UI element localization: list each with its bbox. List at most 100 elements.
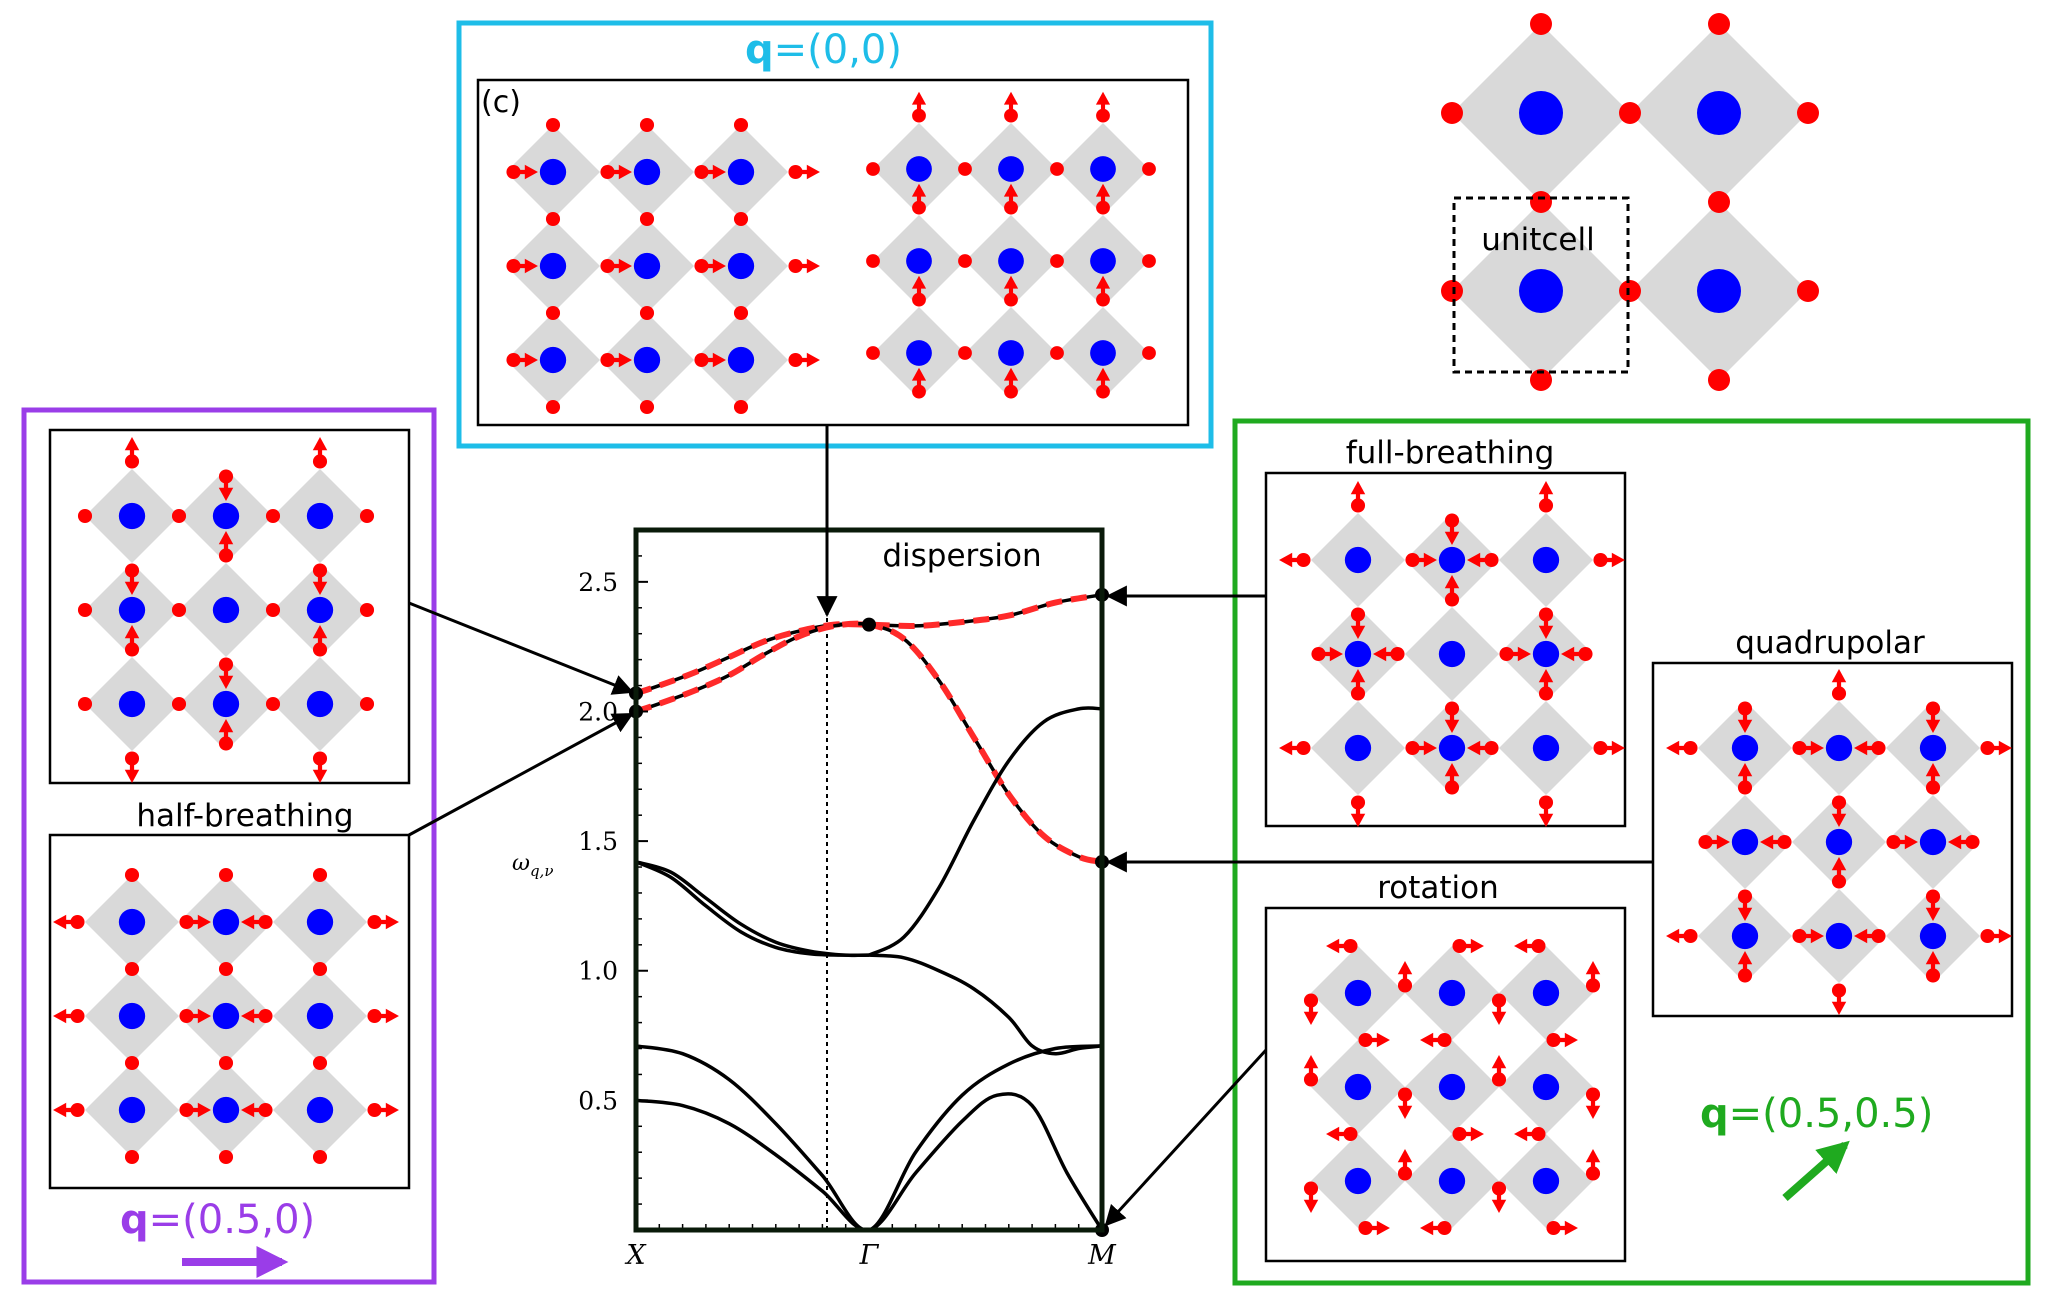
- oxygen-atom: [1004, 292, 1018, 307]
- metal-atom: [998, 248, 1024, 274]
- oxygen-atom: [171, 602, 187, 618]
- q00-title: q=(0,0): [745, 27, 902, 73]
- metal-atom: [633, 252, 661, 280]
- metal-atom: [1519, 91, 1563, 135]
- oxygen-atom: [1792, 928, 1807, 944]
- metal-atom: [306, 502, 334, 530]
- metal-atom: [118, 908, 146, 936]
- displacement-arrowhead: [1760, 834, 1774, 850]
- oxygen-atom: [1593, 740, 1608, 756]
- oxygen-atom: [1142, 346, 1156, 360]
- half-breathing-top-panel: [48, 428, 411, 785]
- oxygen-atom: [1683, 928, 1698, 944]
- oxygen-atom: [312, 1149, 328, 1165]
- half-breathing-bottom-panel: [48, 833, 411, 1190]
- band-line: [635, 860, 1103, 1056]
- displacement-arrowhead: [1350, 625, 1366, 639]
- metal-atom: [1532, 546, 1560, 574]
- metal-atom: [1344, 979, 1372, 1007]
- oxygen-atom: [1708, 191, 1730, 213]
- displacement-arrowhead: [1376, 1220, 1390, 1236]
- band-marker: [862, 617, 876, 632]
- oxygen-atom: [1777, 834, 1792, 850]
- oxygen-atom: [1797, 280, 1819, 302]
- metal-atom: [539, 252, 567, 280]
- metal-atom: [1090, 340, 1116, 366]
- oxygen-atom: [359, 696, 375, 712]
- metal-atom: [1731, 734, 1759, 762]
- displacement-arrowhead: [1326, 1126, 1340, 1142]
- displacement-arrowhead: [1737, 763, 1753, 777]
- oxygen-atom: [218, 961, 234, 977]
- displacement-arrowhead: [1716, 834, 1730, 850]
- oxygen-atom: [1004, 108, 1018, 123]
- y-axis-ticks: 0.5 1.0 1.5 2.0 2.5: [578, 555, 1080, 1230]
- oxygen-atom: [639, 399, 655, 415]
- displacement-arrowhead: [124, 581, 140, 595]
- metal-atom: [306, 690, 334, 718]
- oxygen-atom: [367, 1102, 382, 1118]
- metal-atom: [1438, 734, 1466, 762]
- metal-atom: [1438, 1073, 1466, 1101]
- displacement-arrowhead: [1470, 1126, 1484, 1142]
- oxygen-atom: [124, 961, 140, 977]
- metal-atom: [539, 158, 567, 186]
- oxygen-atom: [1538, 686, 1554, 701]
- oxygen-atom: [312, 961, 328, 977]
- displacement-arrowhead: [1737, 907, 1753, 921]
- oxygen-atom: [70, 1102, 85, 1118]
- displacement-arrowhead: [1003, 91, 1019, 105]
- displacement-arrowhead: [1003, 183, 1019, 197]
- metal-atom: [1532, 734, 1560, 762]
- oxygen-atom: [70, 1008, 85, 1024]
- oxygen-atom: [1531, 938, 1546, 954]
- oxygen-atom: [1350, 498, 1366, 513]
- oxygen-atom: [265, 508, 281, 524]
- oxygen-atom: [788, 258, 803, 274]
- oxygen-atom: [1871, 928, 1886, 944]
- displacement-arrowhead: [911, 91, 927, 105]
- displacement-arrowhead: [1538, 481, 1554, 495]
- oxygen-atom: [1350, 686, 1366, 701]
- metal-atom: [1532, 1167, 1560, 1195]
- oxygen-atom: [1004, 200, 1018, 215]
- oxygen-atom: [1546, 1220, 1561, 1236]
- oxygen-atom: [1444, 592, 1460, 607]
- oxygen-atom: [1397, 1087, 1413, 1102]
- oxygen-atom: [1142, 162, 1156, 176]
- oxygen-atom: [1390, 646, 1405, 662]
- oxygen-atom: [1792, 740, 1807, 756]
- displacement-arrowhead: [1491, 1055, 1507, 1069]
- metal-atom: [539, 346, 567, 374]
- displacement-arrowhead: [1666, 740, 1680, 756]
- displacement-arrowhead: [1810, 740, 1824, 756]
- displacement-arrowhead: [1514, 1126, 1528, 1142]
- displacement-arrowhead: [1831, 1001, 1847, 1015]
- displacement-arrowhead: [618, 164, 632, 180]
- oxygen-atom: [312, 1055, 328, 1071]
- displacement-arrowhead: [124, 437, 140, 451]
- oxygen-atom: [958, 346, 972, 360]
- oxygen-atom: [124, 1055, 140, 1071]
- oxygen-atom: [1585, 1166, 1601, 1181]
- displacement-arrowhead: [806, 352, 820, 368]
- displacement-arrowhead: [1350, 481, 1366, 495]
- oxygen-atom: [600, 258, 615, 274]
- displacement-arrowhead: [1444, 531, 1460, 545]
- oxygen-atom: [1441, 280, 1463, 302]
- oxygen-atom: [1050, 254, 1064, 268]
- displacement-arrowhead: [1444, 763, 1460, 777]
- oxygen-atom: [866, 254, 880, 268]
- oxygen-atom: [70, 914, 85, 930]
- arrow-hb-top-to-X: [408, 601, 634, 695]
- oxygen-atom: [694, 258, 709, 274]
- displacement-arrowhead: [1517, 646, 1531, 662]
- q00-panel: [476, 78, 1190, 427]
- oxygen-atom: [367, 914, 382, 930]
- metal-atom: [118, 690, 146, 718]
- displacement-arrowhead: [1420, 1220, 1434, 1236]
- oxygen-atom: [1737, 889, 1753, 904]
- displacement-arrowhead: [1329, 646, 1343, 662]
- displacement-arrowhead: [1467, 740, 1481, 756]
